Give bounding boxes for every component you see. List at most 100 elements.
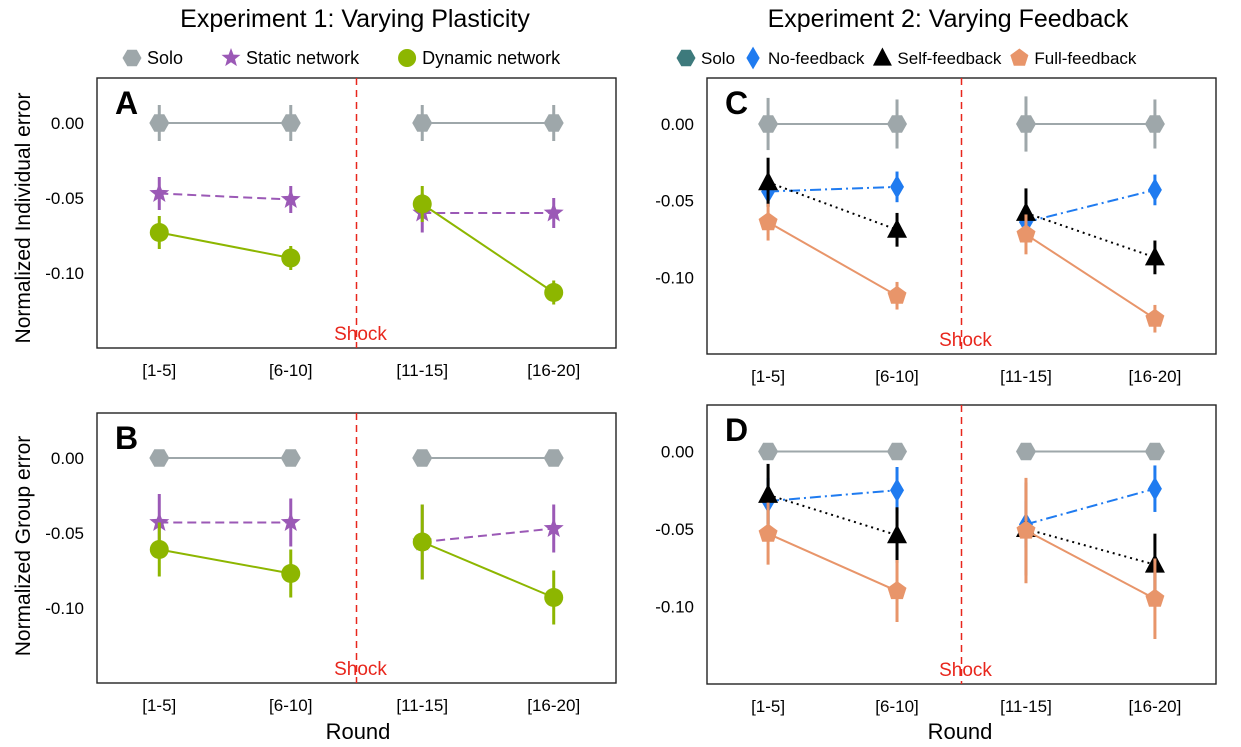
data-point: [1147, 177, 1162, 202]
series-line-segment: [767, 221, 898, 297]
series-solo: [758, 442, 1165, 461]
data-point: [280, 114, 301, 132]
y-tick-label: -0.10: [655, 268, 694, 287]
legend-marker: [1010, 48, 1029, 66]
data-point: [149, 540, 169, 559]
data-point: [149, 512, 170, 531]
data-point: [890, 174, 905, 199]
shock-label: Shock: [939, 660, 992, 681]
data-point: [412, 194, 432, 214]
x-tick-label: [6-10]: [875, 697, 918, 716]
series-line-segment: [1025, 233, 1156, 320]
panel-label: A: [115, 85, 138, 121]
legend-marker: [746, 46, 760, 70]
data-point: [1016, 224, 1036, 243]
legend-label: Solo: [147, 48, 183, 68]
data-point: [544, 283, 564, 302]
series-dynamic-network: [149, 504, 564, 625]
panel-a: A 0.00 -0.05 -0.10 [1-5] [6-10] [11-15] [16-20]…: [45, 77, 617, 380]
legend-marker: [398, 48, 417, 68]
data-point: [543, 202, 564, 222]
x-tick-label: [11-15]: [396, 696, 448, 715]
data-point: [543, 518, 564, 537]
data-point: [1145, 308, 1165, 327]
y-tick-label: 0.00: [51, 449, 84, 468]
data-point: [758, 442, 779, 461]
data-point: [280, 449, 301, 467]
data-point: [149, 114, 170, 132]
y-tick-label: -0.05: [45, 189, 84, 208]
panel-label: B: [115, 420, 138, 456]
y-tick-label: 0.00: [661, 443, 694, 462]
x-tick-label: [6-10]: [875, 367, 918, 386]
data-point: [412, 532, 432, 552]
y-tick-label: 0.00: [661, 115, 694, 134]
legend-right: Solo No-feedback Self-feedback Full-feedbac…: [676, 46, 1137, 70]
y-tick-label: 0.00: [51, 114, 84, 133]
data-point: [280, 512, 301, 531]
x-tick-label: [11-15]: [396, 361, 448, 380]
data-point: [280, 189, 301, 208]
series-self-feedback: [758, 157, 1165, 275]
panel-label: C: [725, 85, 748, 121]
series-line-segment: [421, 541, 555, 599]
legend-item: Dynamic network: [398, 48, 561, 68]
x-tick-label: [6-10]: [269, 361, 312, 380]
y-tick-label: -0.10: [45, 599, 84, 618]
legend-marker: [676, 49, 696, 67]
shock-label: Shock: [939, 330, 992, 351]
data-point: [149, 223, 169, 242]
legend-item: Full-feedback: [1010, 48, 1137, 68]
legend-item: Self-feedback: [872, 47, 1002, 68]
legend-marker: [221, 48, 241, 67]
data-point: [758, 523, 778, 542]
data-point: [281, 564, 301, 583]
data-point: [887, 285, 907, 304]
data-point: [1016, 520, 1036, 539]
series-solo: [758, 96, 1165, 152]
y-axis-label-group: Normalized Group error: [12, 436, 35, 657]
data-point: [149, 449, 170, 467]
series-dynamic-network: [149, 186, 564, 305]
series-line-segment: [1025, 529, 1156, 600]
legend-label: Dynamic network: [422, 48, 561, 68]
x-tick-label: [1-5]: [751, 367, 785, 386]
data-point: [887, 581, 907, 600]
legend-item: No-feedback: [746, 46, 865, 70]
right-title: Experiment 2: Varying Feedback: [768, 5, 1129, 33]
series-full-feedback: [758, 203, 1165, 333]
series-line-segment: [1025, 487, 1156, 526]
data-point: [887, 115, 907, 133]
y-axis-label-individual: Normalized Individual error: [12, 93, 35, 344]
data-point: [1016, 442, 1036, 461]
series-line-segment: [1025, 211, 1156, 259]
data-point: [758, 212, 778, 231]
legend-label: Static network: [246, 48, 360, 68]
x-tick-label: [16-20]: [527, 696, 580, 715]
x-tick-label: [16-20]: [527, 361, 580, 380]
data-point: [1144, 442, 1165, 461]
series-line-segment: [1025, 528, 1156, 566]
series-line-segment: [767, 181, 898, 231]
series-line-segment: [768, 185, 898, 193]
series-line-segment: [767, 493, 898, 537]
y-tick-label: -0.10: [655, 598, 694, 617]
legend-marker: [872, 47, 892, 66]
x-tick-label: [16-20]: [1128, 367, 1181, 386]
x-tick-label: [1-5]: [751, 697, 785, 716]
data-point: [1144, 246, 1165, 266]
series-line-segment: [422, 527, 554, 543]
series-solo: [149, 105, 564, 141]
panel-d: D 0.00 -0.05 -0.10 [1-5] [6-10] [11-15] [16-20]…: [655, 404, 1217, 716]
series-line-segment: [767, 489, 898, 503]
data-point: [1016, 115, 1036, 133]
series-line-segment: [159, 192, 291, 201]
x-tick-label: [1-5]: [142, 696, 176, 715]
left-title: Experiment 1: Varying Plasticity: [180, 5, 530, 33]
shock-label: Shock: [334, 659, 387, 680]
legend-item: Solo: [122, 48, 183, 68]
legend-item: Solo: [676, 49, 735, 68]
data-point: [887, 442, 907, 461]
data-point: [890, 478, 905, 503]
data-point: [1145, 588, 1165, 607]
